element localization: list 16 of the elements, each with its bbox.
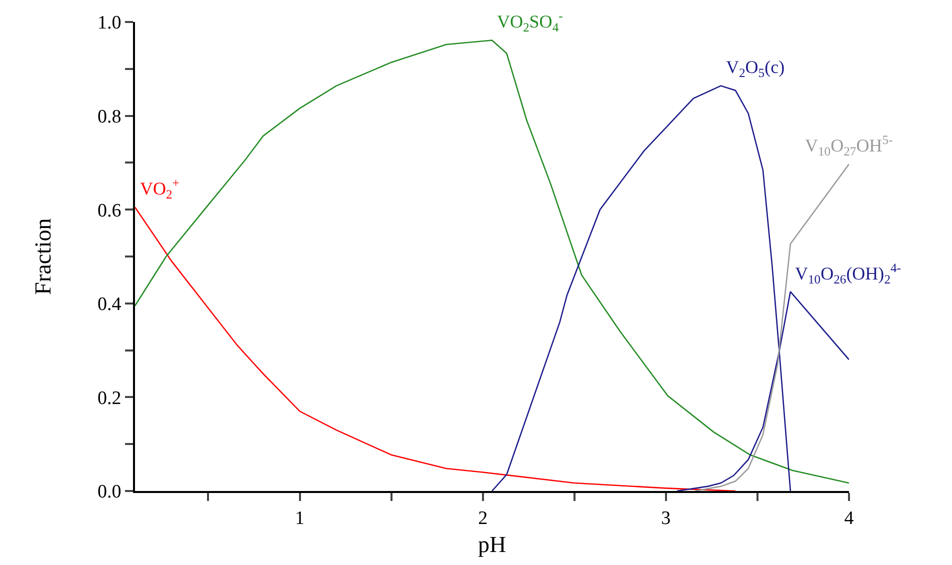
x-tick-label: 4 bbox=[844, 508, 854, 529]
x-tick-label: 3 bbox=[661, 508, 671, 529]
y-tick-label: 0.0 bbox=[97, 482, 122, 503]
line-series bbox=[135, 206, 736, 491]
y-tick-label: 0.6 bbox=[97, 200, 122, 222]
series-label: V$_{2}$O$_{5}$(c) bbox=[726, 57, 785, 80]
y-tick-label: 1.0 bbox=[97, 12, 122, 34]
y-tick-label: 0.4 bbox=[97, 294, 122, 316]
y-tick-label: 0.2 bbox=[97, 388, 122, 409]
x-axis-title: pH bbox=[478, 532, 506, 557]
y-tick-label: 0.8 bbox=[97, 106, 122, 128]
y-axis-title: Fraction bbox=[30, 218, 56, 295]
x-tick-label: 2 bbox=[478, 508, 488, 529]
x-tick-label: 1 bbox=[295, 508, 305, 529]
line-series bbox=[694, 163, 849, 491]
series-label: V$_{10}$O$_{27}$OH$^{5-}$ bbox=[805, 133, 893, 158]
